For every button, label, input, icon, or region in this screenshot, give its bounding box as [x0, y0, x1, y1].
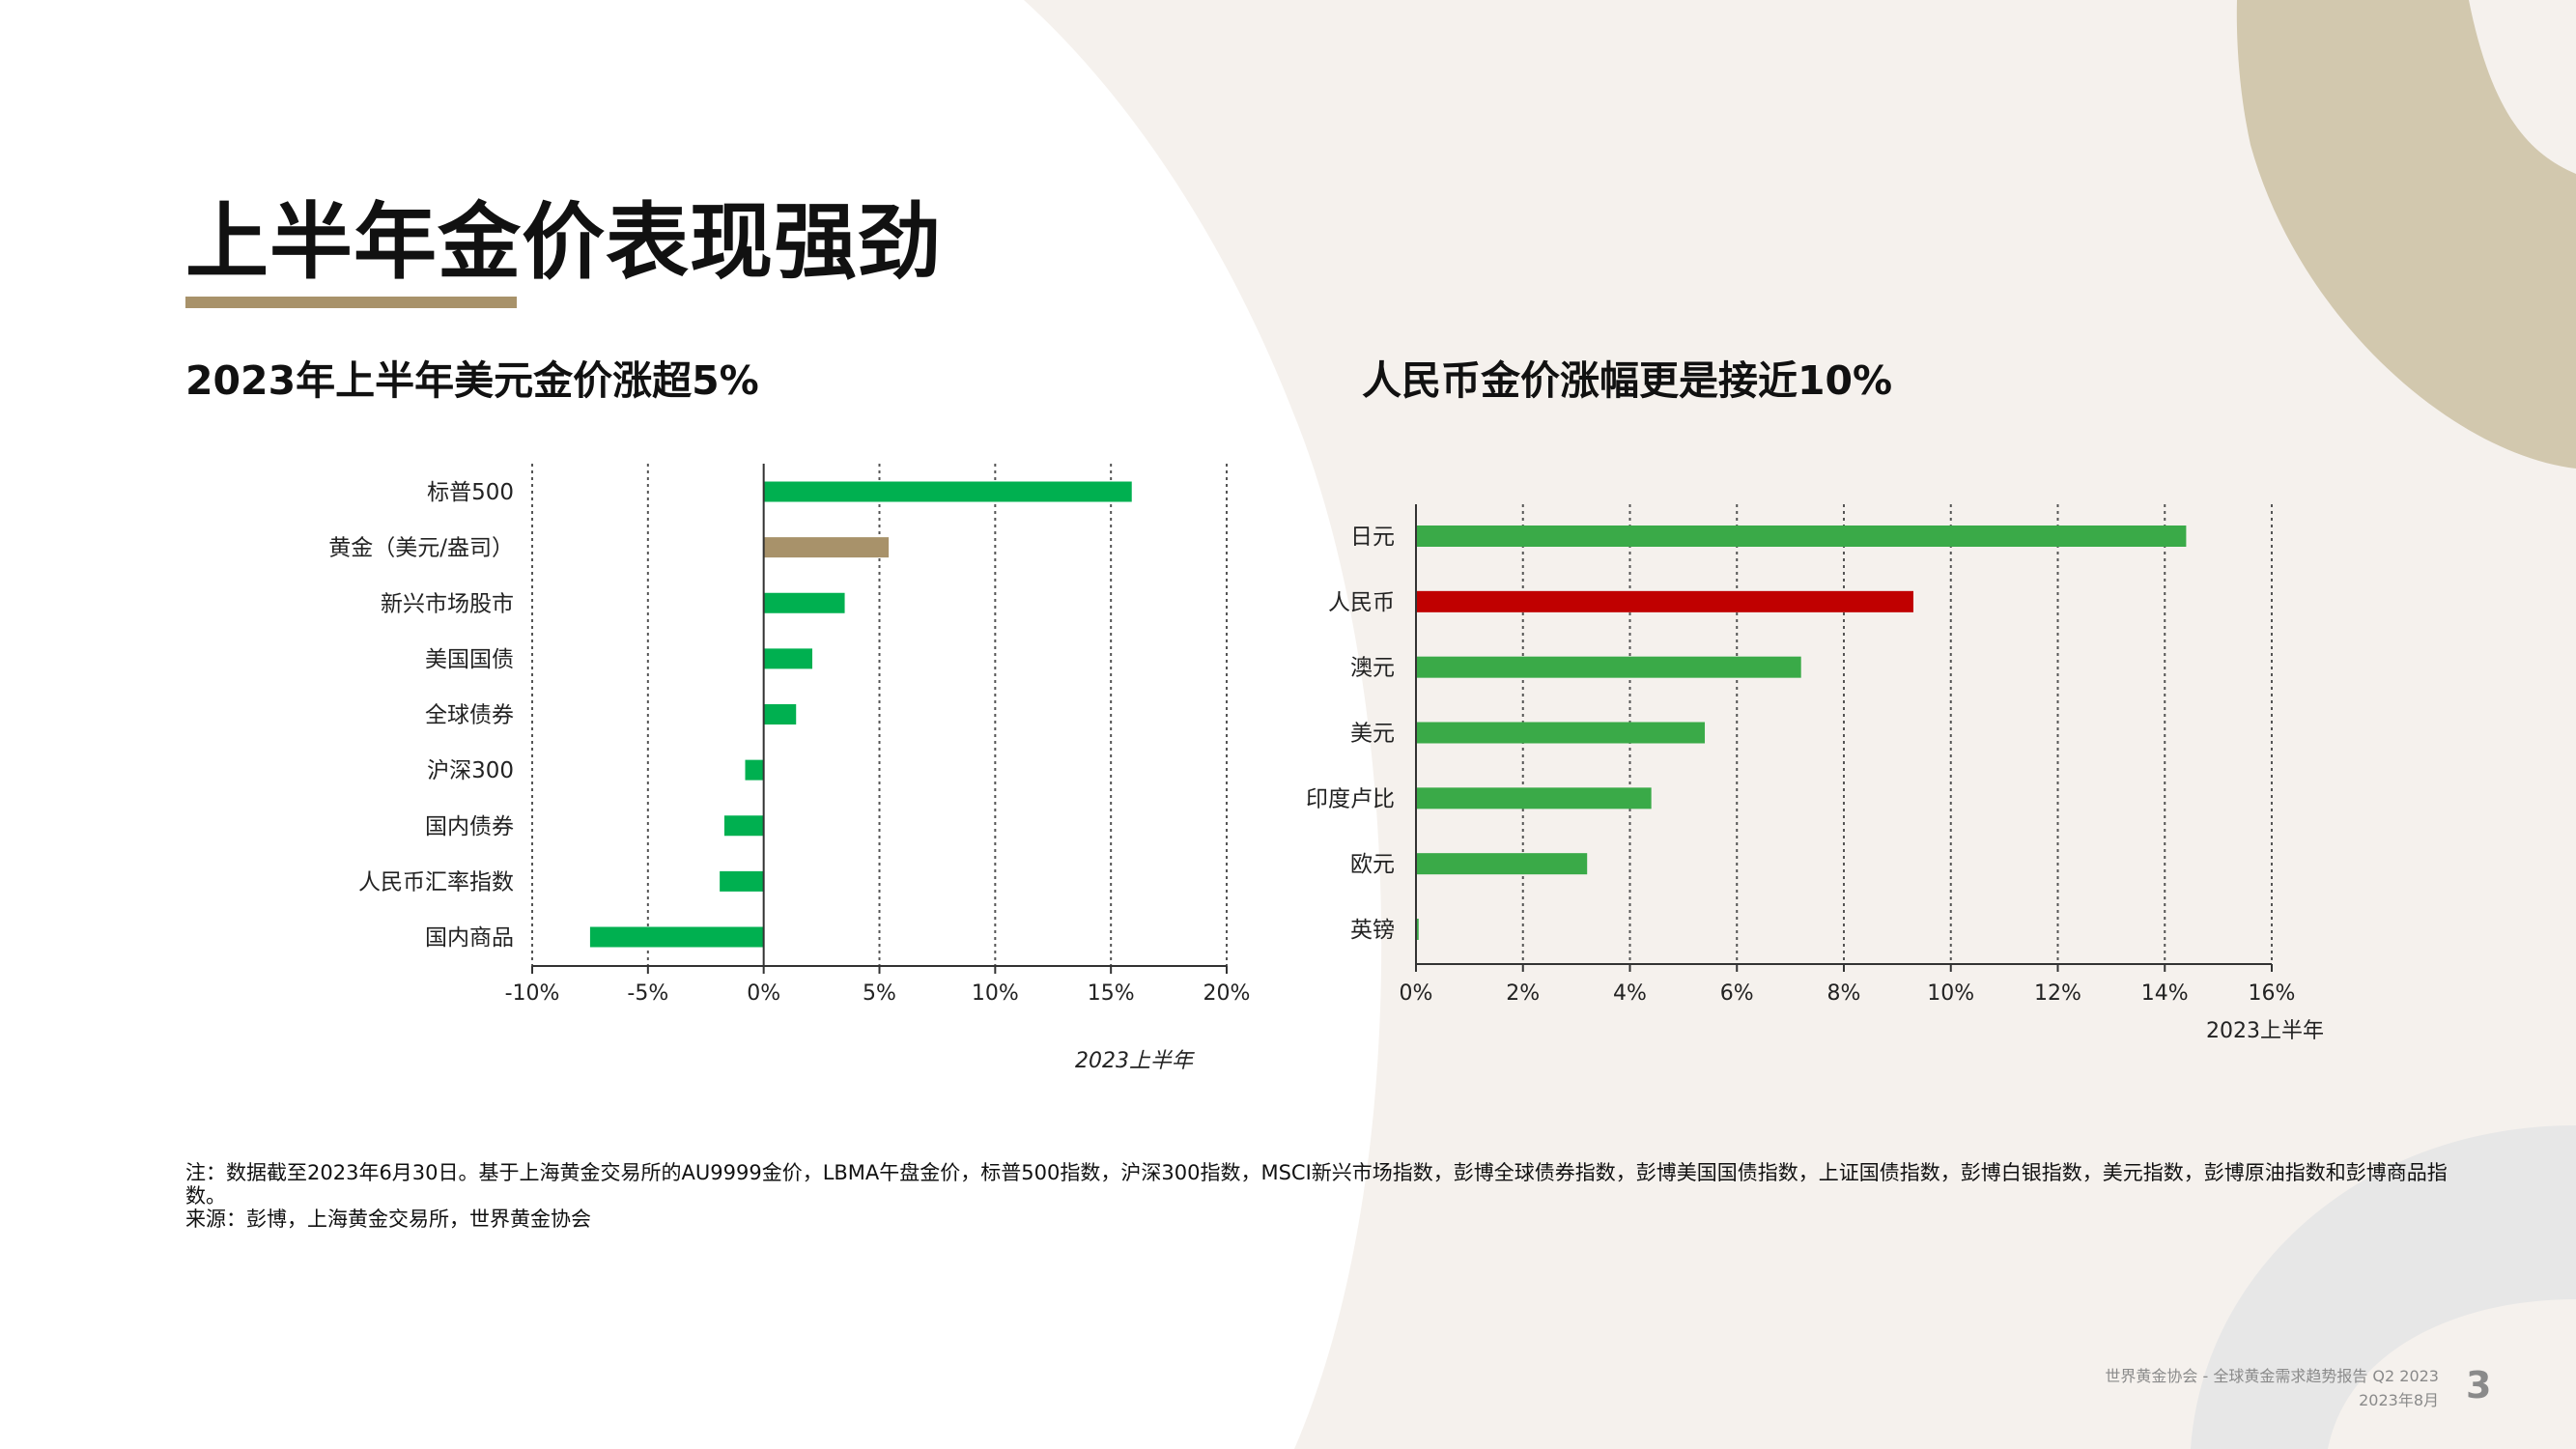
category-label: 标普500 [427, 480, 514, 505]
x-tick-label: 6% [1720, 981, 1754, 1006]
bar-5 [763, 704, 797, 724]
x-tick-label: -10% [505, 981, 560, 1006]
category-label: 日元 [1350, 525, 1395, 550]
bar-1 [763, 481, 1132, 502]
category-label: 英镑 [1350, 918, 1395, 943]
x-tick-label: 8% [1827, 981, 1861, 1006]
footer-report-name: 世界黄金协会 - 全球黄金需求趋势报告 Q2 2023 [2105, 1367, 2439, 1385]
bar-4 [763, 648, 812, 669]
category-label: 沪深300 [427, 758, 514, 783]
x-tick-label: 2% [1506, 981, 1540, 1006]
x-tick-label: 0% [1400, 981, 1433, 1006]
title-underline [185, 297, 517, 308]
category-label: 美元 [1350, 722, 1395, 747]
x-tick-label: 0% [747, 981, 780, 1006]
footnote-note: 注：数据截至2023年6月30日。基于上海黄金交易所的AU9999金价，LBMA… [185, 1161, 2448, 1208]
bar-2 [763, 537, 890, 558]
x-tick-label: 15% [1088, 981, 1135, 1006]
category-label: 欧元 [1350, 852, 1395, 877]
category-label: 人民币 [1328, 590, 1395, 615]
bar-1 [1416, 526, 2187, 547]
bar-5 [1416, 787, 1652, 810]
category-label: 美国国债 [425, 647, 514, 672]
x-tick-label: -5% [627, 981, 668, 1006]
bar-7 [1416, 919, 1419, 940]
x-axis-label: 2023上半年 [1075, 1049, 1195, 1073]
category-label: 澳元 [1350, 656, 1395, 681]
bar-8 [720, 870, 764, 892]
category-label: 国内商品 [425, 925, 514, 951]
bg-beige-shape [1024, 0, 2576, 1449]
bg-tan-arc [2236, 0, 2576, 469]
bar-9 [589, 926, 764, 948]
x-tick-label: 4% [1613, 981, 1647, 1006]
page-number: 3 [2466, 1364, 2492, 1406]
x-tick-label: 20% [1203, 981, 1251, 1006]
x-tick-label: 14% [2141, 981, 2189, 1006]
bar-3 [763, 592, 845, 613]
bar-6 [1416, 853, 1588, 875]
page-title: 上半年金价表现强劲 [185, 194, 942, 291]
right-chart-title: 人民币金价涨幅更是接近10% [1362, 357, 1893, 404]
x-tick-label: 12% [2034, 981, 2081, 1006]
bar-2 [1416, 590, 1913, 612]
category-label: 新兴市场股市 [381, 591, 514, 616]
category-label: 国内债券 [425, 814, 514, 839]
category-label: 黄金（美元/盎司） [328, 536, 514, 561]
x-tick-label: 16% [2249, 981, 2296, 1006]
footnote: 注：数据截至2023年6月30日。基于上海黄金交易所的AU9999金价，LBMA… [185, 1161, 2484, 1231]
bar-6 [745, 759, 764, 781]
footer-date: 2023年8月 [2359, 1391, 2439, 1409]
bar-3 [1416, 656, 1801, 678]
bar-4 [1416, 722, 1706, 744]
x-tick-label: 5% [863, 981, 896, 1006]
bg-gray-arc [2191, 1125, 2576, 1449]
x-axis-label: 2023上半年 [2206, 1019, 2324, 1043]
footnote-source: 来源：彭博，上海黄金交易所，世界黄金协会 [185, 1208, 591, 1231]
left-chart-title: 2023年上半年美元金价涨超5% [185, 357, 759, 404]
bar-7 [723, 815, 764, 837]
category-label: 人民币汇率指数 [358, 869, 514, 895]
x-tick-label: 10% [1927, 981, 1974, 1006]
x-tick-label: 10% [972, 981, 1019, 1006]
category-label: 全球债券 [425, 703, 514, 728]
footer: 世界黄金协会 - 全球黄金需求趋势报告 Q2 2023 2023年8月 [2105, 1364, 2439, 1412]
category-label: 印度卢比 [1306, 786, 1395, 811]
